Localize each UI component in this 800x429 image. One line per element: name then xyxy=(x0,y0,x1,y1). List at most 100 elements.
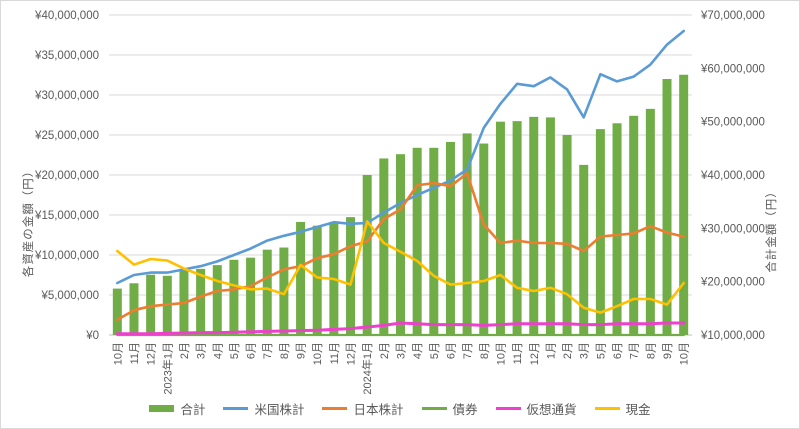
x-axis-label: 10月 xyxy=(112,342,124,365)
legend-label: 合計 xyxy=(180,403,206,417)
x-axis-label: 6月 xyxy=(445,342,457,359)
x-axis-label: 3月 xyxy=(579,342,591,359)
bar-total xyxy=(529,116,539,335)
bar-total xyxy=(196,268,206,335)
x-axis-label: 9月 xyxy=(296,342,308,359)
bar-total xyxy=(262,249,272,335)
x-axis-label: 2024年1月 xyxy=(360,342,374,395)
bar-total xyxy=(396,154,405,335)
x-axis-label: 10月 xyxy=(679,342,691,365)
chart-legend: 合計 米国株計 日本株計 債券 仮想通貨 現金 xyxy=(1,399,799,418)
bar-total xyxy=(612,123,622,336)
bar-total xyxy=(595,129,605,335)
legend-item-現金: 現金 xyxy=(594,399,651,418)
bar-total xyxy=(445,141,455,335)
legend-line-swatch xyxy=(223,407,249,410)
legend-item-米国株計: 米国株計 xyxy=(223,399,304,418)
bar-total xyxy=(212,265,222,335)
legend-item-債券: 債券 xyxy=(421,399,478,418)
left-axis-tick: ¥25,000,000 xyxy=(34,130,99,142)
left-axis-tick: ¥10,000,000 xyxy=(34,250,99,262)
bar-total xyxy=(146,274,156,335)
right-axis-tick: ¥40,000,000 xyxy=(700,170,765,182)
line-日本株計 xyxy=(116,172,686,322)
left-axis-tick: ¥35,000,000 xyxy=(34,50,99,62)
legend-label: 仮想通貨 xyxy=(526,403,577,417)
right-axis-tick: ¥50,000,000 xyxy=(700,117,765,129)
bar-total xyxy=(679,74,689,335)
bar-total xyxy=(545,117,555,336)
bar-total xyxy=(112,288,122,335)
right-axis-tick: ¥10,000,000 xyxy=(700,330,765,342)
bar-total xyxy=(512,121,522,335)
right-axis-title: 合計金額（円） xyxy=(766,185,778,273)
legend-item-日本株計: 日本株計 xyxy=(322,399,404,418)
x-axis-label: 2月 xyxy=(562,342,574,359)
x-axis-label: 10月 xyxy=(495,342,507,365)
bar-total xyxy=(312,225,322,335)
bar-total xyxy=(479,143,489,335)
x-axis-label: 2月 xyxy=(379,342,391,359)
left-axis-tick: ¥0 xyxy=(85,330,99,342)
x-axis-label: 8月 xyxy=(279,342,291,359)
right-axis-tick: ¥30,000,000 xyxy=(700,223,765,235)
x-axis-label: 2月 xyxy=(179,342,191,359)
bar-total xyxy=(662,79,672,335)
x-axis-label: 11月 xyxy=(329,342,341,364)
legend-item-合計: 合計 xyxy=(149,399,205,418)
right-axis-tick: ¥60,000,000 xyxy=(700,63,765,75)
x-axis-label: 3月 xyxy=(396,342,408,359)
x-axis-label: 4月 xyxy=(412,342,424,359)
bar-total xyxy=(562,135,572,335)
x-axis-label: 8月 xyxy=(479,342,491,359)
legend-label: 債券 xyxy=(452,403,478,417)
x-axis-label: 12月 xyxy=(529,342,541,365)
bar-total xyxy=(412,147,422,335)
x-axis-label: 5月 xyxy=(595,342,607,359)
legend-item-仮想通貨: 仮想通貨 xyxy=(495,399,577,418)
left-axis-title: 各資産の金額（円） xyxy=(23,164,35,278)
right-axis-tick: ¥70,000,000 xyxy=(700,10,765,22)
legend-line-swatch xyxy=(421,407,447,410)
x-axis-label: 3月 xyxy=(196,342,208,359)
bar-total xyxy=(296,221,306,335)
bar-total xyxy=(462,133,472,335)
x-axis-label: 12月 xyxy=(146,342,158,365)
left-axis-tick: ¥20,000,000 xyxy=(34,170,99,182)
left-axis-tick: ¥15,000,000 xyxy=(34,210,99,222)
left-axis-tick: ¥30,000,000 xyxy=(34,90,99,102)
bar-total xyxy=(346,217,356,335)
x-axis-label: 1月 xyxy=(545,342,557,359)
bar-total xyxy=(362,175,372,335)
line-仮想通貨 xyxy=(115,321,686,336)
x-axis-label: 8月 xyxy=(645,342,657,359)
x-axis-label: 11月 xyxy=(512,342,524,364)
x-axis-label: 4月 xyxy=(212,342,224,359)
x-axis-label: 6月 xyxy=(246,342,258,359)
x-axis-label: 7月 xyxy=(262,342,274,359)
x-axis-label: 11月 xyxy=(129,342,141,364)
line-現金 xyxy=(116,220,686,314)
legend-label: 米国株計 xyxy=(254,403,305,417)
x-axis-label: 5月 xyxy=(229,342,241,359)
bar-total xyxy=(645,108,655,335)
left-axis-tick: ¥40,000,000 xyxy=(34,10,99,22)
x-axis-label: 10月 xyxy=(312,342,324,365)
x-axis-label: 2023年1月 xyxy=(160,342,174,395)
bar-total xyxy=(629,115,639,335)
x-axis-label: 9月 xyxy=(662,342,674,359)
x-axis-label: 12月 xyxy=(346,342,358,365)
bar-total xyxy=(279,247,289,335)
x-axis-label: 7月 xyxy=(462,342,474,359)
bar-total xyxy=(429,147,439,335)
legend-line-swatch xyxy=(322,407,348,410)
x-axis-label: 6月 xyxy=(612,342,624,359)
legend-label: 日本株計 xyxy=(353,403,404,417)
bar-total xyxy=(229,259,239,335)
bar-total xyxy=(379,158,389,335)
legend-bar-swatch xyxy=(149,405,175,412)
legend-label: 現金 xyxy=(625,403,651,417)
right-axis-tick: ¥20,000,000 xyxy=(700,277,765,289)
